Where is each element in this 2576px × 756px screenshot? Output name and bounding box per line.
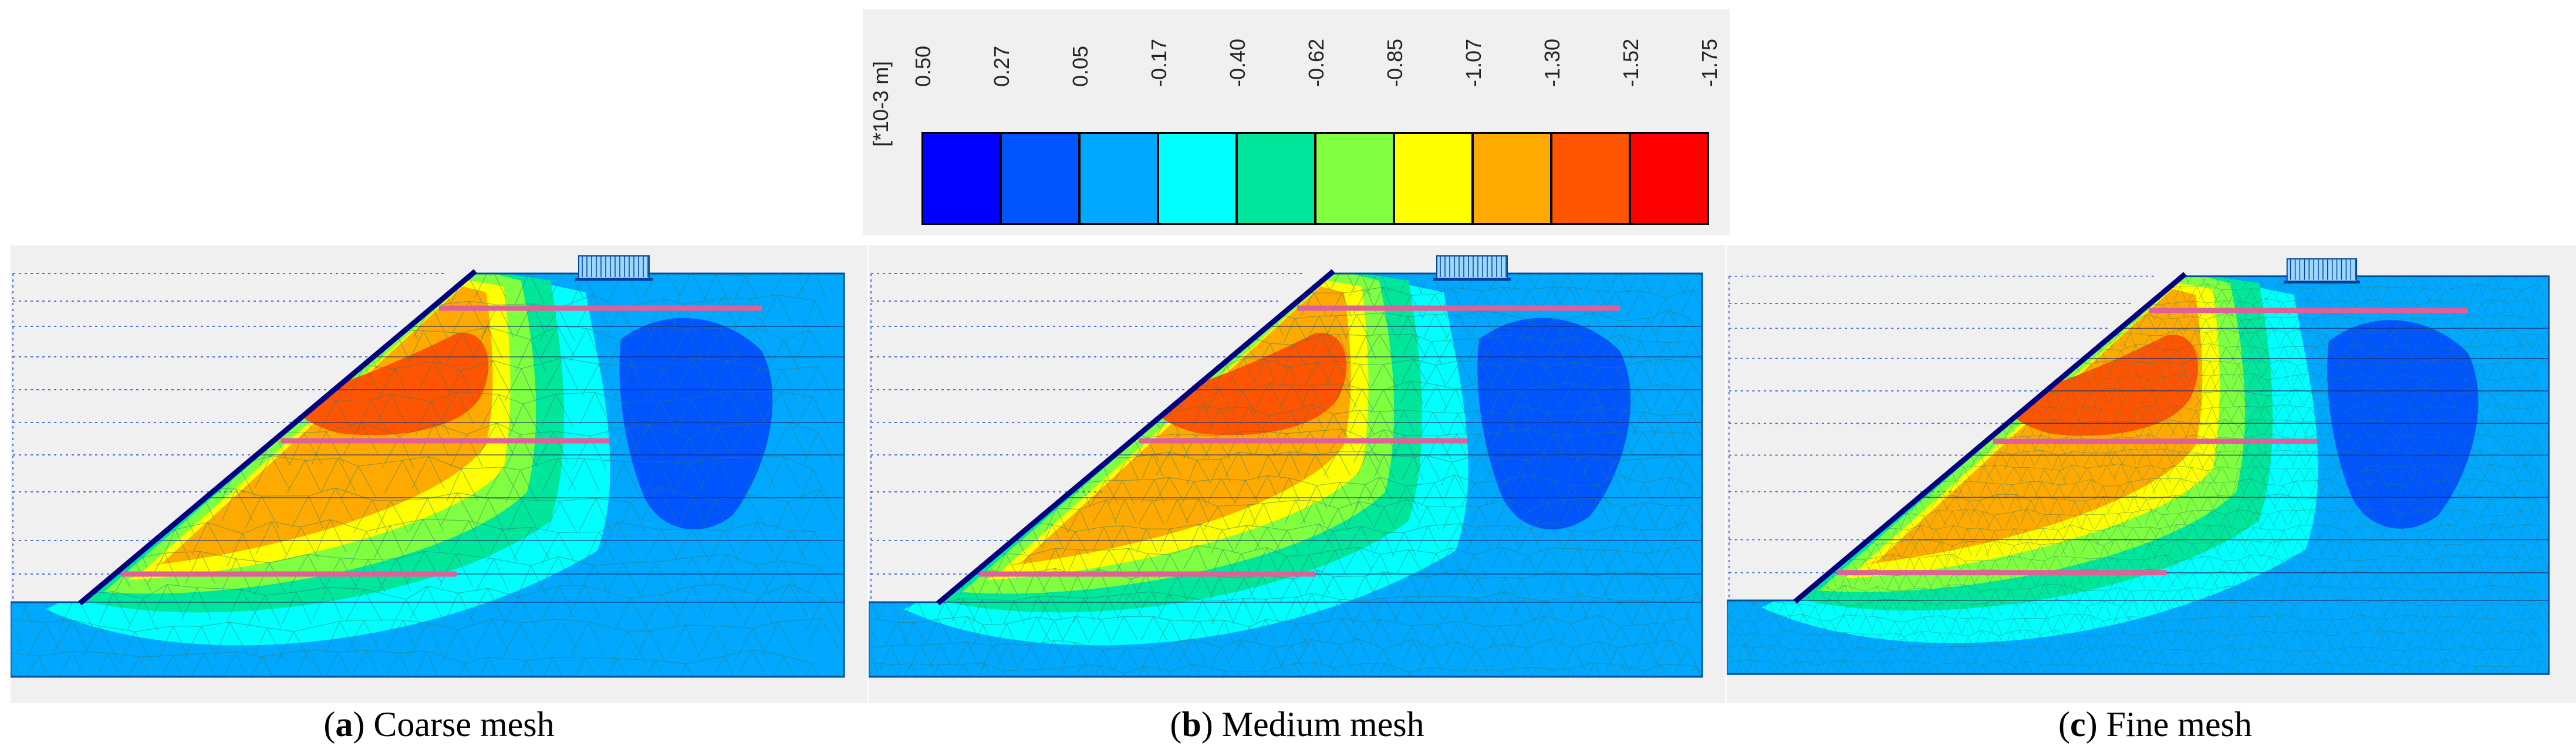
legend-tick-label: -0.85 xyxy=(1383,38,1407,87)
legend-tick-label: -1.30 xyxy=(1540,38,1564,87)
footing-load xyxy=(575,255,653,281)
caption-b: (b) Medium mesh xyxy=(1170,705,1424,744)
legend-tick-label: -1.75 xyxy=(1697,38,1721,87)
legend-tick-label: 0.05 xyxy=(1068,45,1092,87)
legend-color-swatch xyxy=(1629,132,1709,225)
legend-color-swatch xyxy=(1315,132,1395,225)
dashed-guides xyxy=(1728,275,2155,601)
legend-color-swatch xyxy=(1157,132,1237,225)
panel-medium-mesh xyxy=(869,245,1726,703)
footing-hatch xyxy=(1440,256,1507,277)
wall-facing xyxy=(1793,272,2187,604)
footing-load xyxy=(2283,258,2361,284)
legend-color-swatch xyxy=(1551,132,1630,225)
caption-letter-c: c xyxy=(2070,705,2086,744)
panel-fine-mesh xyxy=(1727,245,2576,703)
caption-letter-b: b xyxy=(1181,705,1201,744)
reinforcement-group xyxy=(122,305,762,577)
caption-a: (a) Coarse mesh xyxy=(323,705,555,744)
wall-facing xyxy=(936,269,1335,606)
legend-tick-label: 0.50 xyxy=(911,45,935,87)
contour-group xyxy=(869,274,1702,677)
legend-color-swatch xyxy=(921,132,1001,225)
footing-hatch xyxy=(582,256,649,277)
contour-band-blue xyxy=(619,318,773,529)
contour-plot-coarse xyxy=(11,255,845,678)
legend-tick-label: -1.52 xyxy=(1619,38,1643,87)
legend-tick-label: 0.27 xyxy=(990,45,1014,87)
contour-group xyxy=(11,274,844,677)
contour-group xyxy=(1727,276,2549,674)
legend-color-swatch xyxy=(1393,132,1473,225)
dashed-guides xyxy=(12,273,445,602)
footing-hatch xyxy=(2290,259,2356,280)
footing-load xyxy=(1433,255,1511,281)
contour-plot-fine xyxy=(1727,258,2550,675)
legend-tick-label: -1.07 xyxy=(1461,38,1485,87)
reinforcement-group xyxy=(980,305,1620,577)
legend-tick-label: -0.17 xyxy=(1147,38,1171,87)
caption-c: (c) Fine mesh xyxy=(2058,705,2252,744)
footing-plate xyxy=(1436,255,1508,280)
legend-unit-label: [*10-3 m] xyxy=(869,60,893,147)
reinforcement-group xyxy=(1836,308,2468,576)
footing-plate xyxy=(578,255,650,280)
caption-letter-a: a xyxy=(335,705,353,744)
legend-tick-label: -0.40 xyxy=(1225,38,1250,87)
wall-facing xyxy=(78,269,477,606)
legend-color-swatch xyxy=(1472,132,1552,225)
legend-tick-label: -0.62 xyxy=(1304,38,1328,87)
legend-color-swatch xyxy=(1079,132,1159,225)
contour-band-blue xyxy=(1477,318,1631,529)
legend-color-swatch xyxy=(1236,132,1316,225)
caption-text-b: Medium mesh xyxy=(1213,705,1424,744)
contour-band-blue xyxy=(2327,320,2479,529)
panel-coarse-mesh xyxy=(11,245,867,703)
contour-plot-medium xyxy=(869,255,1703,678)
caption-text-a: Coarse mesh xyxy=(364,705,555,744)
caption-text-c: Fine mesh xyxy=(2097,705,2252,744)
legend-color-swatch xyxy=(1000,132,1080,225)
dashed-guides xyxy=(870,273,1303,602)
